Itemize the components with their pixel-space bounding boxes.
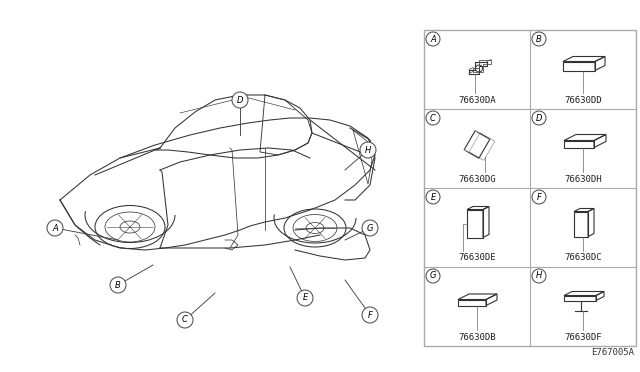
Circle shape xyxy=(426,269,440,283)
Circle shape xyxy=(47,220,63,236)
Text: H: H xyxy=(365,145,371,154)
Text: 76630DH: 76630DH xyxy=(564,174,602,183)
Circle shape xyxy=(177,312,193,328)
Text: 76630DG: 76630DG xyxy=(458,174,496,183)
Text: D: D xyxy=(536,113,542,122)
Text: 76630DB: 76630DB xyxy=(458,333,496,341)
Text: H: H xyxy=(536,272,542,280)
Text: E767005A: E767005A xyxy=(591,348,634,357)
Text: E: E xyxy=(430,192,436,202)
Text: 76630DE: 76630DE xyxy=(458,253,496,263)
Circle shape xyxy=(362,307,378,323)
Text: A: A xyxy=(430,35,436,44)
Circle shape xyxy=(426,32,440,46)
Circle shape xyxy=(532,32,546,46)
Text: G: G xyxy=(367,224,373,232)
Circle shape xyxy=(362,220,378,236)
Bar xyxy=(424,30,636,346)
Text: B: B xyxy=(115,280,121,289)
Text: B: B xyxy=(536,35,542,44)
Text: 76630DD: 76630DD xyxy=(564,96,602,105)
Text: C: C xyxy=(182,315,188,324)
Circle shape xyxy=(532,269,546,283)
Text: G: G xyxy=(429,272,436,280)
Text: 76630DA: 76630DA xyxy=(458,96,496,105)
Text: 76630DC: 76630DC xyxy=(564,253,602,263)
Text: E: E xyxy=(302,294,308,302)
Circle shape xyxy=(360,142,376,158)
Text: D: D xyxy=(237,96,243,105)
Circle shape xyxy=(426,111,440,125)
Circle shape xyxy=(532,190,546,204)
Circle shape xyxy=(532,111,546,125)
Text: C: C xyxy=(430,113,436,122)
Circle shape xyxy=(297,290,313,306)
Text: A: A xyxy=(52,224,58,232)
Circle shape xyxy=(232,92,248,108)
Text: F: F xyxy=(367,311,372,320)
Text: F: F xyxy=(536,192,541,202)
Text: 76630DF: 76630DF xyxy=(564,333,602,341)
Circle shape xyxy=(426,190,440,204)
Circle shape xyxy=(110,277,126,293)
